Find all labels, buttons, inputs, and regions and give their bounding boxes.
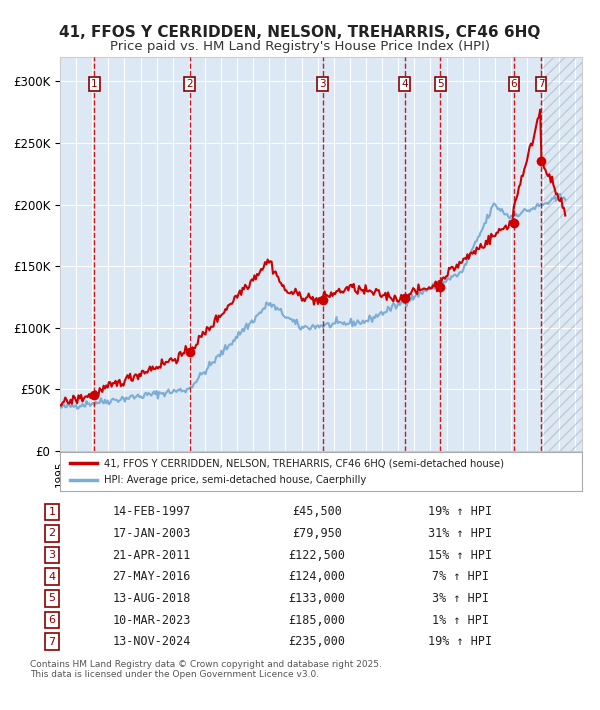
Text: 15% ↑ HPI: 15% ↑ HPI bbox=[428, 549, 493, 562]
Text: 13-AUG-2018: 13-AUG-2018 bbox=[112, 592, 191, 605]
Text: 21-APR-2011: 21-APR-2011 bbox=[112, 549, 191, 562]
Text: 19% ↑ HPI: 19% ↑ HPI bbox=[428, 506, 493, 518]
Text: £122,500: £122,500 bbox=[289, 549, 346, 562]
Text: Price paid vs. HM Land Registry's House Price Index (HPI): Price paid vs. HM Land Registry's House … bbox=[110, 40, 490, 53]
Text: £124,000: £124,000 bbox=[289, 570, 346, 583]
Bar bbox=[541, 57, 575, 451]
Text: 7: 7 bbox=[49, 637, 56, 647]
Text: 3: 3 bbox=[319, 80, 326, 89]
Text: HPI: Average price, semi-detached house, Caerphilly: HPI: Average price, semi-detached house,… bbox=[104, 476, 367, 486]
Text: 14-FEB-1997: 14-FEB-1997 bbox=[112, 506, 191, 518]
Text: 17-JAN-2003: 17-JAN-2003 bbox=[112, 527, 191, 540]
Text: 5: 5 bbox=[49, 594, 56, 604]
Text: Contains HM Land Registry data © Crown copyright and database right 2025.
This d: Contains HM Land Registry data © Crown c… bbox=[30, 660, 382, 679]
Text: 3: 3 bbox=[49, 550, 56, 560]
Text: 1% ↑ HPI: 1% ↑ HPI bbox=[432, 613, 489, 626]
Text: 3% ↑ HPI: 3% ↑ HPI bbox=[432, 592, 489, 605]
Text: 7% ↑ HPI: 7% ↑ HPI bbox=[432, 570, 489, 583]
Text: £185,000: £185,000 bbox=[289, 613, 346, 626]
Text: 2: 2 bbox=[49, 528, 56, 538]
Text: 1: 1 bbox=[49, 507, 56, 517]
Text: 27-MAY-2016: 27-MAY-2016 bbox=[112, 570, 191, 583]
Text: 4: 4 bbox=[401, 80, 408, 89]
Text: 1: 1 bbox=[91, 80, 97, 89]
Text: 19% ↑ HPI: 19% ↑ HPI bbox=[428, 635, 493, 648]
Bar bbox=[541, 57, 583, 451]
Text: 13-NOV-2024: 13-NOV-2024 bbox=[112, 635, 191, 648]
Text: 31% ↑ HPI: 31% ↑ HPI bbox=[428, 527, 493, 540]
Text: 41, FFOS Y CERRIDDEN, NELSON, TREHARRIS, CF46 6HQ (semi-detached house): 41, FFOS Y CERRIDDEN, NELSON, TREHARRIS,… bbox=[104, 458, 505, 468]
Text: 5: 5 bbox=[437, 80, 443, 89]
Text: £133,000: £133,000 bbox=[289, 592, 346, 605]
Text: 4: 4 bbox=[49, 572, 56, 581]
Text: 41, FFOS Y CERRIDDEN, NELSON, TREHARRIS, CF46 6HQ: 41, FFOS Y CERRIDDEN, NELSON, TREHARRIS,… bbox=[59, 25, 541, 40]
Text: 6: 6 bbox=[49, 615, 56, 625]
Text: 10-MAR-2023: 10-MAR-2023 bbox=[112, 613, 191, 626]
Text: 2: 2 bbox=[186, 80, 193, 89]
Text: 7: 7 bbox=[538, 80, 544, 89]
Text: £79,950: £79,950 bbox=[292, 527, 342, 540]
Text: £45,500: £45,500 bbox=[292, 506, 342, 518]
Text: 6: 6 bbox=[511, 80, 517, 89]
Text: £235,000: £235,000 bbox=[289, 635, 346, 648]
